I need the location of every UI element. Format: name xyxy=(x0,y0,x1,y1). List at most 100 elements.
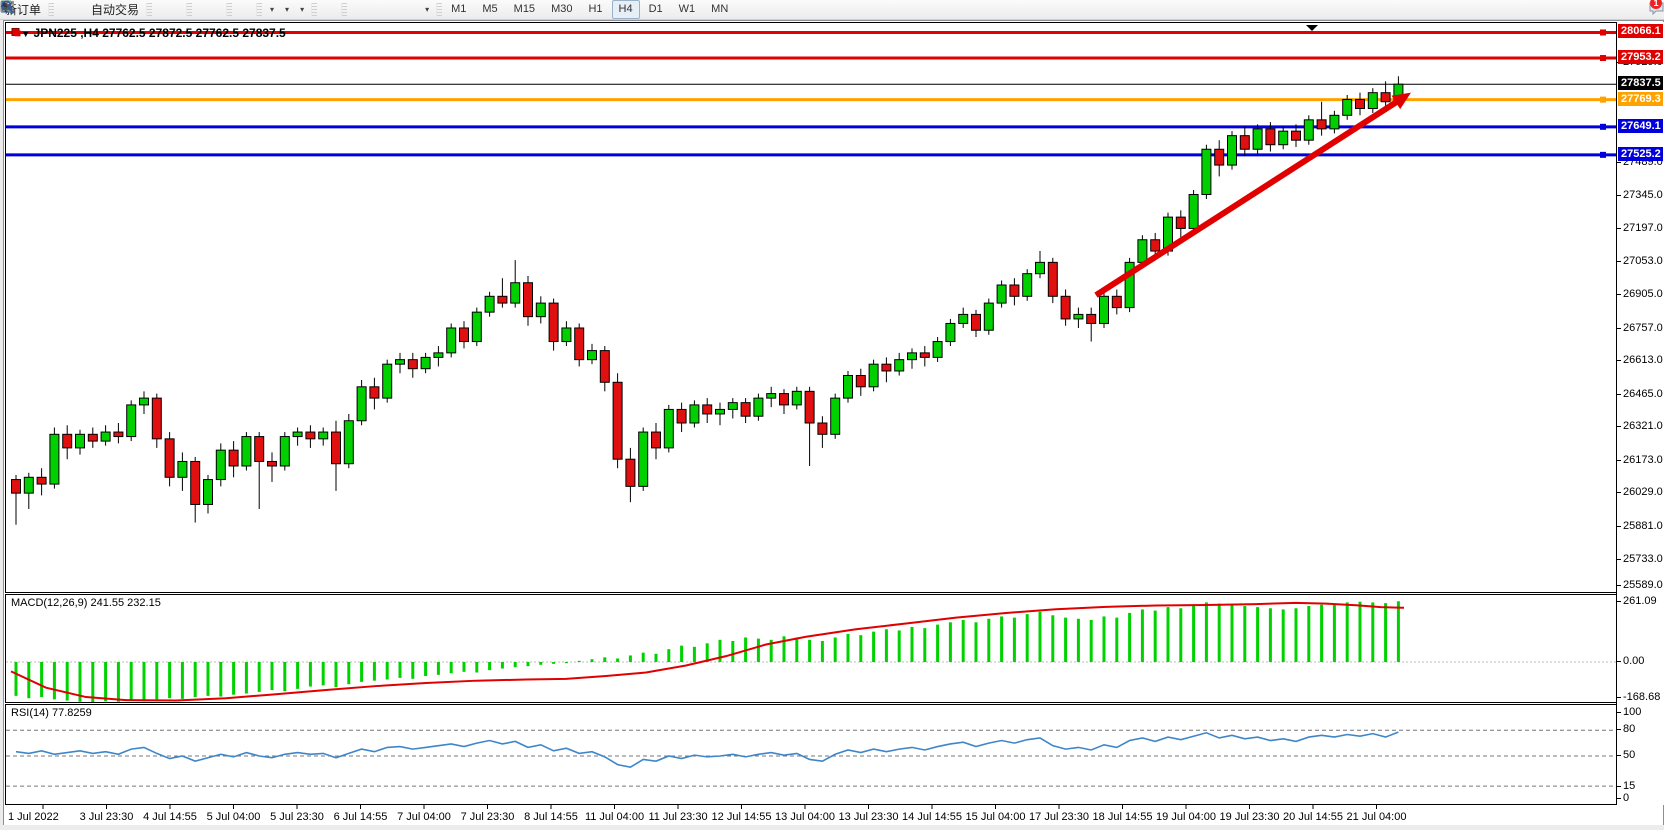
time-label: 4 Jul 14:55 xyxy=(143,811,197,823)
candle-body xyxy=(1303,119,1314,141)
timeframe-d1[interactable]: D1 xyxy=(648,3,663,15)
hline-handle[interactable] xyxy=(11,27,20,36)
candle-body xyxy=(907,352,917,361)
auto-scroll-button[interactable] xyxy=(1,0,244,20)
candle-body xyxy=(599,350,610,383)
candle-body xyxy=(535,302,546,318)
candle-body xyxy=(305,431,316,440)
cursor-button[interactable] xyxy=(2,0,329,20)
timeframe-w1[interactable]: W1 xyxy=(678,3,696,15)
price-badge-27837.5: 27837.5 xyxy=(1618,76,1663,91)
timeframe-m30[interactable]: M30 xyxy=(551,3,573,15)
candle-body xyxy=(382,363,393,399)
hline-handle[interactable] xyxy=(1600,55,1606,62)
price-badge-27769.3: 27769.3 xyxy=(1618,91,1663,106)
axis-tick xyxy=(1617,360,1621,362)
new-order-label: 新订单 xyxy=(5,3,42,17)
price-tick-label: 27053.0 xyxy=(1623,254,1663,267)
axis-tick xyxy=(1617,786,1621,787)
arrows-button[interactable] xyxy=(2,0,434,20)
candle-body xyxy=(484,295,495,313)
candle-body xyxy=(1316,119,1327,130)
vline-button[interactable] xyxy=(4,0,359,20)
text-icon: A xyxy=(3,2,10,13)
trendline-button[interactable] xyxy=(1,0,379,20)
candle-body xyxy=(1227,135,1237,166)
candle-body xyxy=(740,402,751,417)
axis-tick xyxy=(1617,798,1621,799)
timeframe-m1[interactable]: M1 xyxy=(451,3,467,15)
hline-handle[interactable] xyxy=(1600,151,1606,158)
bar-chart-button[interactable] xyxy=(0,0,164,20)
crosshair-button[interactable] xyxy=(0,0,339,20)
candle-body xyxy=(1214,148,1225,166)
price-tick-label: 26757.0 xyxy=(1623,321,1663,334)
timeframe-m5[interactable]: M5 xyxy=(482,3,498,15)
axis-tick xyxy=(1617,697,1621,698)
hline-handle[interactable] xyxy=(1600,123,1606,130)
notifications-button[interactable]: 1 xyxy=(1648,0,1664,20)
price-scale[interactable]: 27929.027489.027345.027197.027053.026905… xyxy=(1616,22,1664,805)
timeframe-mn[interactable]: MN xyxy=(711,3,729,15)
rsi-panel[interactable] xyxy=(5,704,1617,805)
time-label: 11 Jul 04:00 xyxy=(584,811,645,823)
trend-arrow-head[interactable] xyxy=(1391,92,1411,110)
text-label-button[interactable]: T xyxy=(1,0,419,20)
time-label: 19 Jul 04:00 xyxy=(1156,811,1216,823)
indicators-button[interactable] xyxy=(0,0,279,20)
toolbar-grip xyxy=(146,2,153,17)
macd-panel[interactable] xyxy=(5,594,1617,703)
hline-handle[interactable] xyxy=(1600,29,1606,36)
autotrading-button[interactable]: 自动交易 xyxy=(0,0,144,20)
toolbar-grip xyxy=(48,2,55,17)
candle-body xyxy=(612,381,623,460)
time-label: 19 Jul 23:30 xyxy=(1219,811,1280,823)
axis-tick xyxy=(1617,559,1621,561)
candle-body xyxy=(1252,128,1263,150)
publish-button[interactable] xyxy=(1,0,66,20)
price-badge-27953.2: 27953.2 xyxy=(1618,50,1663,65)
timeframe-h4[interactable]: H4 xyxy=(611,0,640,19)
tile-windows-button[interactable] xyxy=(1,0,224,20)
chart-shift-button[interactable] xyxy=(1,0,254,20)
axis-tick xyxy=(1617,294,1621,296)
candle-body xyxy=(471,311,482,343)
line-chart-button[interactable] xyxy=(0,0,184,20)
candle-body xyxy=(1150,239,1161,252)
search-button[interactable] xyxy=(1,0,1642,20)
candle-body xyxy=(561,327,572,343)
time-label: 20 Jul 14:55 xyxy=(1283,811,1343,823)
timeframe-h1[interactable]: H1 xyxy=(588,3,603,15)
zoom-in-button[interactable] xyxy=(0,0,204,20)
time-axis[interactable]: 1 Jul 2022 3 Jul 23:30 4 Jul 14:55 5 Jul 04… xyxy=(5,805,1617,825)
channel-button[interactable]: E xyxy=(0,0,389,20)
periods-button[interactable] xyxy=(1,0,294,20)
candle-body xyxy=(356,386,367,422)
candle-body xyxy=(369,386,380,399)
text-button[interactable]: A xyxy=(3,0,409,20)
top-toolbar: 新订单 自动交易 xyxy=(0,0,1664,20)
axis-tick xyxy=(1617,459,1621,461)
templates-button[interactable] xyxy=(0,0,309,20)
hline-button[interactable] xyxy=(0,0,369,20)
candlestick-button[interactable] xyxy=(1,0,174,20)
candle-body xyxy=(1380,92,1391,103)
fibonacci-button[interactable]: F xyxy=(0,0,399,20)
signals-button[interactable] xyxy=(2,0,86,20)
time-label: 21 Jul 04:00 xyxy=(1346,811,1407,823)
candle-body xyxy=(1355,98,1365,110)
candle-body xyxy=(267,460,277,467)
status-strip xyxy=(0,825,1664,830)
hline-handle[interactable] xyxy=(1600,96,1606,103)
time-label: 5 Jul 04:00 xyxy=(206,811,261,823)
candle-body xyxy=(791,390,802,406)
main-chart-panel[interactable] xyxy=(5,22,1617,593)
timeframe-m15[interactable]: M15 xyxy=(513,3,536,15)
candle-body xyxy=(215,449,226,481)
trend-arrow[interactable] xyxy=(1094,96,1403,298)
community-button[interactable] xyxy=(0,0,76,20)
candle-body xyxy=(318,431,329,440)
zoom-out-button[interactable] xyxy=(0,0,214,20)
candle-body xyxy=(1291,130,1301,141)
candle-body xyxy=(23,476,34,494)
